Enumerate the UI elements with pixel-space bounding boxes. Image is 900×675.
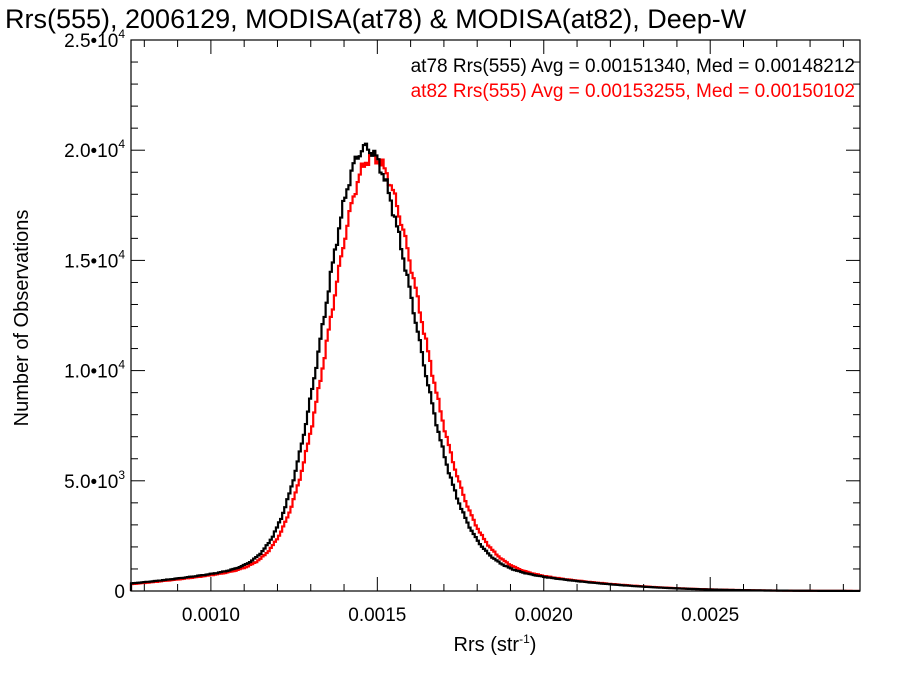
annotation-at82: at82 Rrs(555) Avg = 0.00153255, Med = 0.… [411, 81, 855, 102]
x-axis-ticks: 0.0010 0.0015 0.0020 0.0025 [143, 40, 844, 626]
y-tick-mantissa: 2.0•10 [64, 141, 118, 162]
x-axis-label-sup: -1 [519, 632, 530, 646]
y-tick-label: 1.5•104 [64, 247, 125, 272]
y-tick-mantissa: 2.5•10 [64, 31, 118, 52]
x-axis-label: Rrs (str-1) [454, 632, 537, 656]
x-tick-label: 0.0020 [515, 605, 573, 626]
y-tick-mantissa: 0 [114, 582, 125, 603]
histogram-series-at78 [129, 142, 860, 593]
y-tick-exponent: 4 [118, 247, 125, 261]
y-tick-mantissa: 1.5•10 [64, 251, 118, 272]
y-axis-label: Number of Observations [11, 210, 33, 427]
x-tick-label: 0.0010 [182, 605, 240, 626]
y-tick-exponent: 4 [118, 137, 125, 151]
histogram-series-at82 [129, 151, 860, 593]
plot-frame [130, 39, 861, 592]
y-tick-label: 5.0•103 [64, 468, 125, 493]
plot-area [129, 39, 861, 593]
y-tick-mantissa: 5.0•10 [64, 472, 118, 493]
y-tick-exponent: 3 [118, 468, 125, 482]
y-tick-label: 2.0•104 [64, 137, 125, 162]
y-tick-label: 2.5•104 [64, 27, 125, 52]
x-tick-label: 0.0025 [681, 605, 739, 626]
y-tick-label: 1.0•104 [64, 358, 125, 383]
y-tick-exponent: 4 [118, 358, 125, 372]
x-axis-label-close: ) [530, 634, 537, 656]
y-tick-mantissa: 1.0•10 [64, 362, 118, 383]
y-tick-label: 0 [114, 582, 125, 603]
x-axis-label-text: Rrs (str [454, 634, 520, 656]
annotation-at78: at78 Rrs(555) Avg = 0.00151340, Med = 0.… [411, 56, 855, 77]
y-tick-exponent: 4 [118, 27, 125, 41]
x-tick-label: 0.0015 [348, 605, 406, 626]
chart-title: Rrs(555), 2006129, MODISA(at78) & MODISA… [5, 4, 747, 34]
